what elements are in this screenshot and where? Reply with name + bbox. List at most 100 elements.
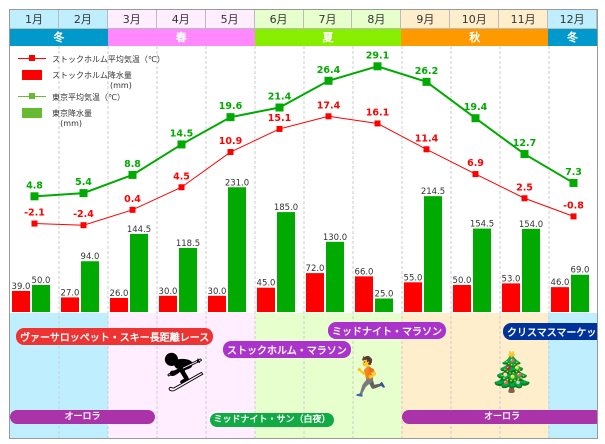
season-header: 冬春夏秋冬 [10, 29, 597, 46]
temp-label: 21.4 [268, 92, 292, 103]
season-label: 冬 [10, 29, 108, 46]
temp-label: 0.4 [124, 194, 141, 205]
temp-label: 6.9 [467, 158, 484, 169]
legend-sthlm-rain-unit: (mm) [110, 81, 132, 90]
rain-label: 39.0 [12, 282, 31, 292]
rain-bar [306, 273, 324, 312]
temp-label: -2.4 [73, 209, 94, 220]
month-12: 12月 [548, 10, 597, 29]
rain-bar [404, 282, 422, 312]
temp-point [226, 113, 235, 122]
season-label: 冬 [548, 29, 597, 46]
month-7: 7月 [303, 10, 353, 29]
aurora-bar-2: オーロラ [402, 410, 597, 424]
season-label: 夏 [254, 29, 402, 46]
rain-label: 50.0 [453, 276, 472, 286]
temp-label: 12.7 [513, 138, 536, 149]
temp-line [34, 65, 575, 198]
event-vasaloppet: ヴァーサロッペット・スキー長距離レース [16, 328, 214, 345]
temp-point [275, 103, 284, 112]
rain-bar [551, 287, 569, 312]
temp-point [520, 150, 529, 159]
temp-point [374, 120, 381, 127]
rain-label: 118.5 [176, 239, 200, 249]
rain-label: 45.0 [257, 279, 276, 289]
rain-label: 144.5 [127, 225, 151, 235]
temp-point [129, 206, 136, 213]
rain-bar [81, 261, 99, 312]
temp-label: 2.5 [516, 182, 533, 193]
rain-bar [61, 297, 79, 312]
event-christmas-market: クリスマスマーケット [503, 323, 597, 340]
temp-point [325, 113, 332, 120]
month-4: 4月 [156, 10, 206, 29]
temp-point [178, 184, 185, 191]
rain-bar [571, 274, 589, 312]
temp-label: 16.1 [366, 107, 389, 118]
temp-point [177, 140, 186, 149]
christmas-market-illustration: 🎄 [488, 350, 536, 394]
rain-label: 130.0 [323, 233, 347, 243]
rain-bar [110, 297, 128, 312]
season-label: 春 [107, 29, 255, 46]
month-5: 5月 [205, 10, 255, 29]
month-11: 11月 [499, 10, 549, 29]
temp-point [373, 62, 382, 71]
temp-label: 11.4 [415, 133, 439, 144]
temp-label: 19.4 [464, 102, 488, 113]
temp-point [521, 195, 528, 202]
rain-bar [522, 228, 540, 312]
skier-illustration: ⛷ [160, 350, 209, 394]
rain-bar [473, 228, 491, 312]
legend-tokyo-temp: 東京平均気温（℃） [52, 93, 125, 102]
rain-label: 154.0 [519, 220, 543, 230]
temp-point [570, 213, 577, 220]
month-8: 8月 [352, 10, 402, 29]
temp-point [31, 220, 38, 227]
legend-red-bar-icon [18, 70, 46, 80]
rain-label: 55.0 [404, 273, 423, 283]
rain-label: 25.0 [375, 290, 394, 300]
temp-label: 15.1 [268, 113, 291, 124]
legend-tokyo-rain-unit: (mm) [60, 119, 82, 128]
month-3: 3月 [107, 10, 157, 29]
aurora-bar-1: オーロラ [10, 410, 155, 424]
rain-label: 26.0 [110, 289, 129, 299]
rain-bar [257, 287, 275, 312]
month-2: 2月 [58, 10, 108, 29]
temp-label: 26.2 [415, 66, 438, 77]
rain-label: 154.5 [470, 220, 494, 230]
event-stockholm-marathon: ストックホルム・マラソン [223, 341, 351, 358]
rain-bar [424, 196, 442, 312]
event-midnight-marathon: ミッドナイト・マラソン [328, 322, 446, 339]
rain-bar [326, 241, 344, 312]
rain-bar [159, 295, 177, 312]
month-1: 1月 [10, 10, 59, 29]
legend-green-line-icon [18, 92, 46, 102]
climate-chart: 39.0 27.0 26.0 30.0 30.0 45.0 72.0 66.0 55.0 50.0… [9, 9, 598, 439]
temp-label: 4.5 [173, 171, 190, 182]
rain-bar [375, 298, 393, 312]
rain-bar [228, 187, 246, 312]
rain-bar [502, 283, 520, 312]
rain-bar [277, 212, 295, 312]
temp-label: 10.9 [219, 136, 242, 147]
temp-point [422, 77, 431, 86]
rain-label: 69.0 [571, 266, 590, 276]
rain-bar [453, 285, 471, 312]
legend-sthlm-temp: ストックホルム平均気温（℃） [52, 55, 165, 64]
month-10: 10月 [450, 10, 500, 29]
month-header: 1月 2月 3月 4月 5月 6月 7月 8月 9月 10月 11月 12月 [10, 10, 597, 29]
rain-label: 185.0 [274, 203, 298, 213]
legend: ストックホルム平均気温（℃） ストックホルム降水量 (mm) 東京平均気温（℃） … [18, 54, 165, 130]
rain-bar [355, 276, 373, 312]
rain-label: 72.0 [306, 264, 325, 274]
rain-bar [12, 290, 30, 312]
temp-label: 14.5 [170, 128, 193, 139]
midnight-sun-bar: ミッドナイト・サン（白夜） [210, 413, 334, 427]
temp-label: 5.4 [75, 177, 92, 188]
legend-green-bar-icon [18, 108, 46, 118]
temp-label: 17.4 [317, 100, 341, 111]
rain-bar [130, 233, 148, 312]
season-label: 秋 [401, 29, 549, 46]
